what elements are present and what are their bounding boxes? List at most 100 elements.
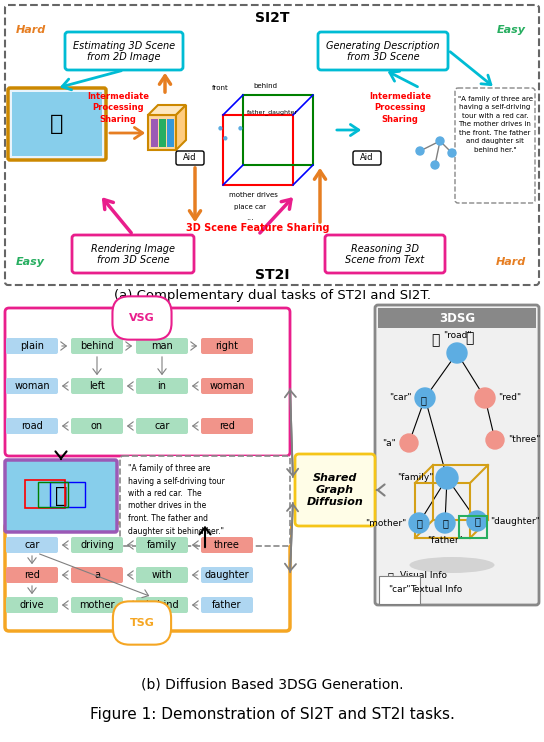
Text: "three": "three" (508, 436, 540, 444)
FancyBboxPatch shape (65, 32, 183, 70)
Circle shape (447, 343, 467, 363)
Circle shape (431, 161, 439, 169)
Text: "mother": "mother" (364, 519, 406, 528)
FancyBboxPatch shape (71, 567, 123, 583)
Text: Intermediate
Processing
Sharing: Intermediate Processing Sharing (87, 92, 149, 125)
Text: VSG: VSG (129, 313, 155, 323)
Text: red: red (24, 570, 40, 580)
FancyBboxPatch shape (318, 32, 448, 70)
FancyBboxPatch shape (201, 567, 253, 583)
Text: mother drives: mother drives (228, 192, 277, 198)
FancyBboxPatch shape (71, 378, 123, 394)
FancyBboxPatch shape (201, 338, 253, 354)
Text: Shared
Graph
Diffusion: Shared Graph Diffusion (307, 473, 363, 507)
FancyBboxPatch shape (5, 523, 290, 631)
Text: "red": "red" (498, 393, 521, 402)
Text: car: car (154, 421, 170, 431)
Bar (25, 480, 65, 508)
Text: father_daughter: father_daughter (247, 109, 298, 115)
Text: 🚗: 🚗 (388, 571, 394, 581)
FancyBboxPatch shape (6, 418, 58, 434)
FancyBboxPatch shape (136, 338, 188, 354)
Text: drive: drive (20, 600, 44, 610)
FancyBboxPatch shape (295, 454, 375, 526)
Text: on: on (91, 421, 103, 431)
Bar (378, 308, 536, 328)
Text: woman: woman (14, 381, 50, 391)
Text: mother: mother (79, 600, 115, 610)
Text: 🚗: 🚗 (420, 395, 426, 405)
Text: with: with (152, 570, 172, 580)
FancyBboxPatch shape (72, 235, 194, 273)
Text: "A family of three are
having a self-driving
tour with a red car.
The mother dri: "A family of three are having a self-dri… (458, 96, 533, 153)
Text: woman: woman (209, 381, 245, 391)
FancyBboxPatch shape (71, 537, 123, 553)
Text: father: father (212, 600, 242, 610)
Circle shape (415, 388, 435, 408)
Circle shape (467, 511, 487, 531)
Text: in: in (158, 381, 166, 391)
Circle shape (409, 513, 429, 533)
Text: car: car (24, 540, 40, 550)
Text: right: right (215, 341, 238, 351)
FancyBboxPatch shape (71, 338, 123, 354)
Bar (151, 119, 158, 147)
Text: front: front (212, 85, 228, 91)
Circle shape (436, 137, 444, 145)
Polygon shape (176, 105, 186, 150)
Text: Scene from Text: Scene from Text (345, 255, 425, 265)
FancyBboxPatch shape (325, 235, 445, 273)
Text: Generating Description: Generating Description (326, 41, 440, 51)
Text: "family": "family" (398, 473, 434, 482)
Text: Textual Info: Textual Info (410, 585, 462, 594)
FancyBboxPatch shape (6, 537, 58, 553)
Text: left: left (89, 381, 105, 391)
FancyBboxPatch shape (201, 418, 253, 434)
Text: family: family (147, 540, 177, 550)
FancyBboxPatch shape (6, 338, 58, 354)
Text: plain: plain (20, 341, 44, 351)
Text: 🧍: 🧍 (416, 518, 422, 528)
Text: "daughter": "daughter" (490, 516, 540, 525)
FancyBboxPatch shape (201, 378, 253, 394)
Text: TSG: TSG (129, 618, 154, 628)
FancyBboxPatch shape (5, 5, 539, 285)
Text: (b) Diffusion Based 3DSG Generation.: (b) Diffusion Based 3DSG Generation. (141, 678, 403, 692)
Text: ST2I: ST2I (255, 268, 289, 282)
FancyBboxPatch shape (136, 378, 188, 394)
Bar (38, 482, 68, 507)
Text: ●: ● (218, 125, 222, 131)
Circle shape (436, 467, 458, 489)
Text: daughter: daughter (205, 570, 249, 580)
Text: road: road (21, 421, 43, 431)
Circle shape (448, 149, 456, 157)
Bar (459, 516, 487, 538)
Text: Easy: Easy (497, 25, 526, 35)
FancyBboxPatch shape (136, 597, 188, 613)
FancyBboxPatch shape (455, 88, 535, 203)
FancyBboxPatch shape (176, 151, 204, 165)
Text: driving: driving (80, 540, 114, 550)
FancyBboxPatch shape (375, 305, 539, 605)
Text: Reasoning 3D: Reasoning 3D (351, 244, 419, 254)
Polygon shape (148, 115, 176, 150)
Text: 🚗: 🚗 (55, 486, 67, 506)
FancyBboxPatch shape (196, 80, 334, 225)
Text: Hard: Hard (16, 25, 46, 35)
Text: 🛣: 🛣 (431, 333, 439, 347)
Circle shape (416, 147, 424, 155)
FancyBboxPatch shape (120, 456, 290, 546)
FancyBboxPatch shape (5, 460, 117, 532)
FancyBboxPatch shape (136, 567, 188, 583)
Text: "A family of three are
having a self-driving tour
with a red car.  The
mother dr: "A family of three are having a self-dri… (128, 464, 225, 536)
FancyBboxPatch shape (136, 418, 188, 434)
Text: man: man (151, 341, 173, 351)
Text: Rendering Image: Rendering Image (91, 244, 175, 254)
FancyBboxPatch shape (71, 597, 123, 613)
Text: "car": "car" (390, 393, 412, 402)
FancyBboxPatch shape (71, 418, 123, 434)
Text: "father": "father" (427, 536, 463, 545)
Text: Aid: Aid (360, 154, 374, 162)
Circle shape (400, 434, 418, 452)
Text: Easy: Easy (16, 257, 45, 267)
